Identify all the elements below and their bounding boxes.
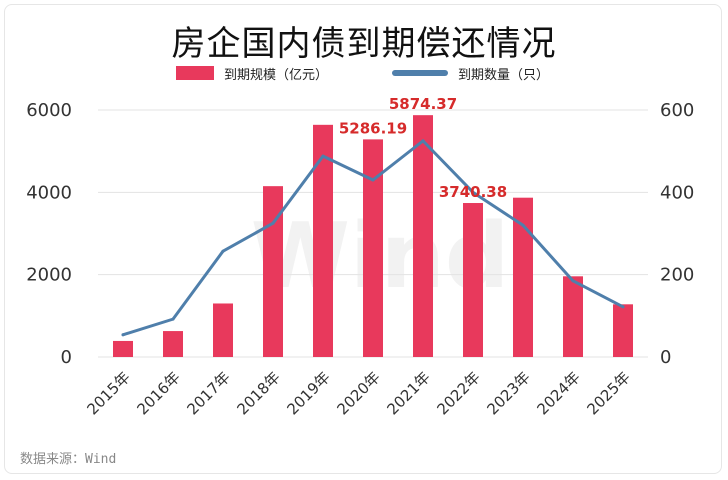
bar: [613, 304, 633, 357]
legend-bar-label: 到期规模（亿元）: [224, 67, 329, 83]
legend-line-label: 到期数量（只）: [458, 67, 550, 83]
line-point: [271, 221, 275, 225]
line-point: [171, 317, 175, 321]
chart-title: 房企国内债到期偿还情况: [171, 24, 557, 64]
y-left-tick-label: 6000: [26, 100, 72, 121]
line-point: [471, 190, 475, 194]
legend-line-swatch: [392, 70, 448, 76]
y-left-tick-label: 4000: [26, 182, 72, 203]
line-point: [321, 154, 325, 158]
x-tick-label: 2025年: [583, 368, 633, 418]
bar: [413, 115, 433, 357]
y-left-tick-label: 0: [61, 347, 72, 368]
bar: [363, 139, 383, 357]
legend-bar-swatch: [176, 66, 214, 80]
bar: [213, 303, 233, 357]
x-tick-label: 2021年: [383, 368, 433, 418]
x-tick-label: 2016年: [133, 368, 183, 418]
line-point: [221, 249, 225, 253]
x-tick-label: 2020年: [333, 368, 383, 418]
bar: [113, 340, 133, 357]
y-right-tick-label: 0: [660, 347, 671, 368]
source-note: 数据来源：Wind: [20, 452, 117, 467]
data-label: 5286.19: [339, 119, 407, 137]
y-right-tick-label: 400: [660, 182, 694, 203]
bar: [163, 331, 183, 357]
x-tick-label: 2024年: [533, 368, 583, 418]
y-right-tick-label: 200: [660, 265, 694, 286]
bar: [563, 276, 583, 357]
bar: [313, 124, 333, 357]
data-label: 5874.37: [389, 95, 457, 113]
bar: [263, 186, 283, 357]
line-point: [121, 333, 125, 337]
line-point: [571, 279, 575, 283]
line-point: [521, 223, 525, 227]
legend-item-line: 到期数量（只）: [392, 64, 550, 83]
line-point: [421, 139, 425, 143]
x-tick-label: 2015年: [83, 368, 133, 418]
x-tick-label: 2017年: [183, 368, 233, 418]
x-tick-label: 2018年: [233, 368, 283, 418]
x-tick-label: 2022年: [433, 368, 483, 418]
bar: [513, 197, 533, 357]
y-left-tick-label: 2000: [26, 265, 72, 286]
line-point: [621, 305, 625, 309]
y-right-tick-label: 600: [660, 100, 694, 121]
legend-item-bar: 到期规模（亿元）: [176, 64, 329, 83]
line-point: [371, 178, 375, 182]
x-tick-label: 2019年: [283, 368, 333, 418]
bar: [463, 203, 483, 357]
data-label: 3740.38: [439, 183, 507, 201]
x-tick-label: 2023年: [483, 368, 533, 418]
